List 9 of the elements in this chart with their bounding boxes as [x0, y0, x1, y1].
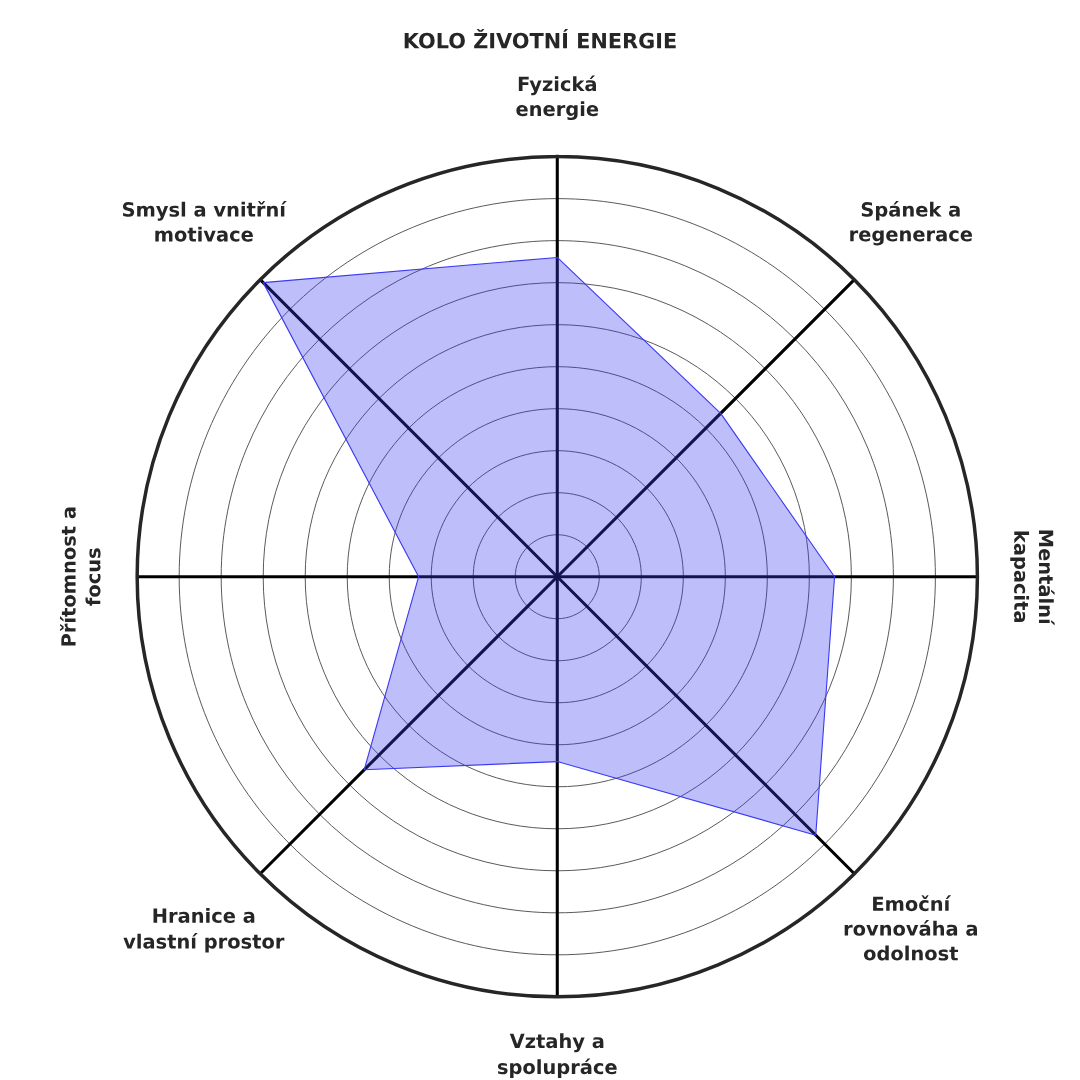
spoke-label: Fyzická energie [516, 75, 599, 121]
spoke-label: Mentální kapacita [1010, 530, 1055, 626]
spoke-label: Spánek a regenerace [850, 200, 973, 246]
spoke-label: Hranice a vlastní prostor [123, 907, 285, 953]
chart-title: KOLO ŽIVOTNÍ ENERGIE [404, 28, 676, 49]
spoke-label: Emoční rovnováha a odolnost [844, 895, 977, 961]
spoke-label: Smysl a vnitřní motivace [122, 200, 287, 242]
spoke-label: Vztahy a spolupráce [497, 1033, 617, 1079]
spoke-label: Přítomnost a focus [59, 507, 101, 646]
